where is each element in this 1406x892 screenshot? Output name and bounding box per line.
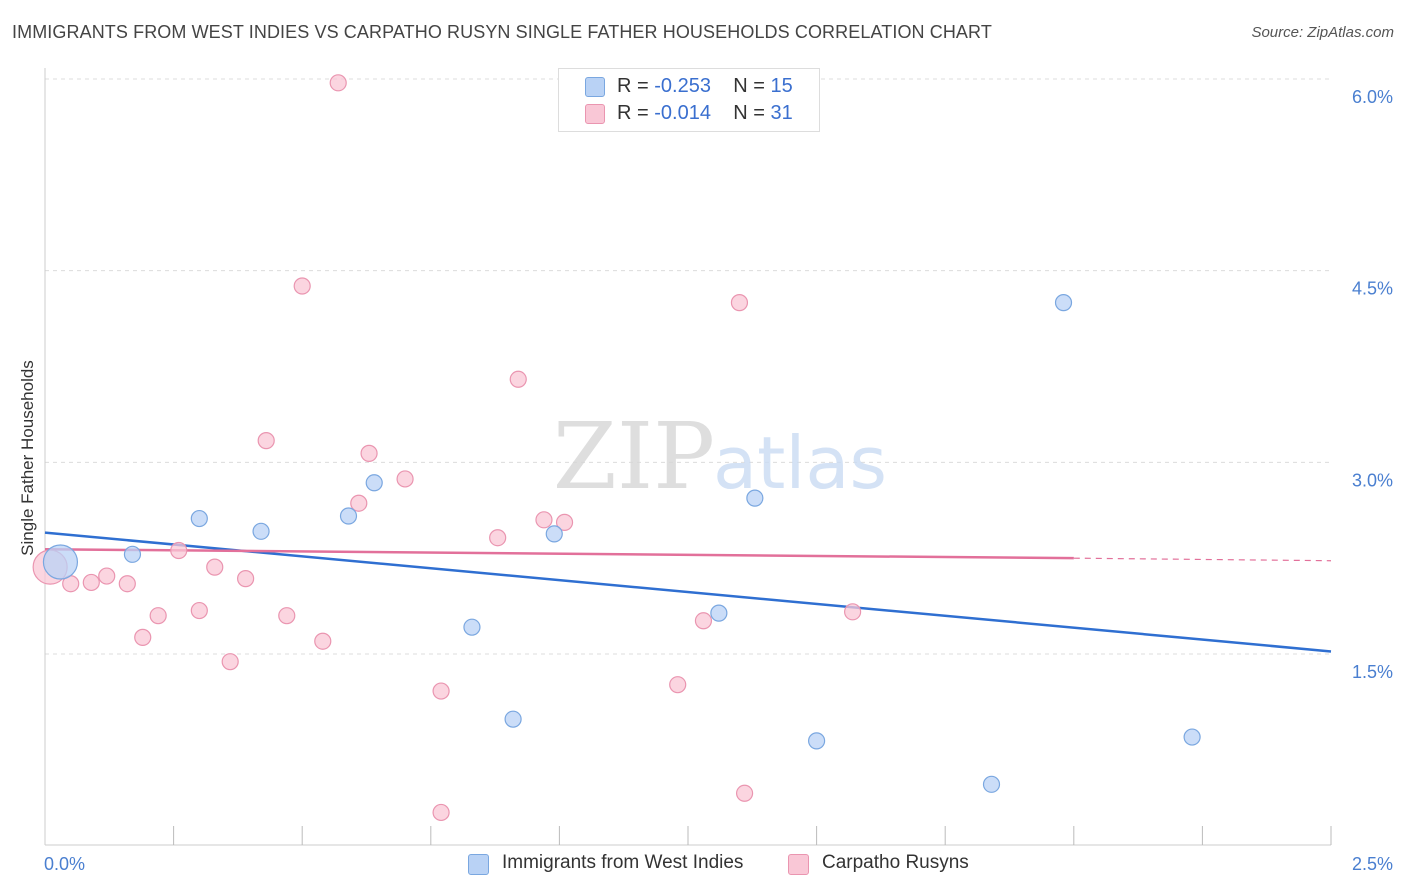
carpatho-rusyn-point — [360, 444, 378, 462]
legend-swatch-pink — [585, 104, 605, 124]
legend-swatch-blue — [585, 77, 605, 97]
y-tick-label: 1.5% — [1352, 662, 1393, 682]
carpatho-rusyn-point — [149, 607, 167, 625]
carpatho-rusyn-point — [432, 803, 450, 822]
carpatho-rusyn-point — [278, 607, 296, 625]
west-indies-point — [123, 545, 142, 563]
west-indies-point — [746, 489, 764, 507]
carpatho-rusyn-point — [844, 603, 862, 621]
x-tick-label: 2.5% — [1352, 854, 1393, 874]
carpatho-rusyn-point — [170, 541, 188, 560]
carpatho-rusyn-point — [293, 277, 311, 295]
carpatho-rusyn-point — [730, 294, 749, 312]
carpatho-rusyn-point — [432, 682, 450, 700]
carpatho-rusyn-point — [314, 632, 332, 650]
carpatho-rusyn-point — [509, 370, 527, 388]
west-indies-point — [365, 474, 383, 492]
carpatho-rusyn-point — [190, 601, 208, 620]
carpatho-rusyn-point — [82, 573, 100, 592]
carpatho-rusyn-point — [237, 570, 255, 588]
carpatho-rusyn-point — [118, 575, 136, 593]
carpatho-rusyn-point — [134, 628, 152, 646]
legend-r-value: -0.253 — [654, 75, 711, 97]
carpatho-rusyn-point — [669, 676, 687, 694]
carpatho-rusyn-point — [535, 511, 553, 529]
legend-r-label: R = — [617, 75, 649, 97]
series-swatch-blue — [468, 854, 489, 875]
west-indies-point — [339, 507, 358, 525]
gridlines — [45, 78, 1331, 655]
west-indies-point — [252, 522, 270, 540]
west-indies-point — [710, 604, 728, 622]
carpatho-rusyn-trend-extension — [1073, 557, 1332, 562]
carpatho-rusyn-point — [206, 558, 224, 576]
legend-n-value: 15 — [770, 75, 793, 97]
series-label: Carpatho Rusyns — [822, 852, 969, 873]
carpatho-rusyn-point — [694, 612, 713, 630]
trend-lines — [44, 531, 1332, 653]
west-indies-point — [190, 509, 208, 528]
legend-r-label: R = — [617, 102, 649, 124]
carpatho-rusyn-point — [329, 74, 347, 92]
legend-n-value: 31 — [770, 102, 793, 124]
carpatho-rusyn-point — [221, 653, 239, 671]
tick-labels: 1.5% 3.0% 4.5% 6.0% 0.0% 2.5% — [44, 87, 1393, 874]
data-points — [32, 74, 1201, 822]
west-indies-point — [1054, 294, 1073, 312]
west-indies-point — [807, 732, 826, 750]
west-indies-point — [463, 618, 481, 636]
west-indies-point — [42, 544, 79, 580]
y-axis-label: Single Father Households — [18, 360, 37, 556]
carpatho-rusyn-point — [735, 784, 754, 802]
west-indies-point — [545, 525, 563, 543]
carpatho-rusyn-point — [555, 513, 574, 531]
source-label: Source: ZipAtlas.com — [1251, 24, 1394, 41]
west-indies-point — [1183, 728, 1201, 746]
carpatho-rusyn-point — [489, 529, 507, 547]
legend-n-label: N = — [733, 75, 765, 97]
carpatho-rusyn-trend-line — [44, 547, 1074, 560]
watermark-zip: ZIP — [553, 403, 715, 510]
y-tick-label: 4.5% — [1352, 279, 1393, 299]
series-label: Immigrants from West Indies — [502, 852, 744, 873]
west-indies-trend-line — [44, 531, 1332, 653]
chart-title: IMMIGRANTS FROM WEST INDIES VS CARPATHO … — [12, 22, 992, 42]
carpatho-rusyn-point — [98, 567, 116, 585]
series-swatch-pink — [788, 854, 809, 875]
legend-n-label: N = — [733, 102, 765, 124]
legend-r-value: -0.014 — [654, 102, 711, 124]
west-indies-point — [504, 710, 522, 728]
axes — [44, 68, 1332, 846]
watermark: ZIP atlas — [553, 403, 887, 510]
y-tick-label: 3.0% — [1352, 470, 1393, 490]
correlation-legend: R = -0.253 N = 15 R = -0.014 N = 31 — [558, 68, 820, 132]
carpatho-rusyn-point — [257, 432, 275, 450]
carpatho-rusyn-point — [396, 470, 414, 488]
carpatho-rusyn-point — [350, 494, 368, 512]
x-tick-label: 0.0% — [44, 854, 85, 874]
y-tick-label: 6.0% — [1352, 87, 1393, 107]
watermark-atlas: atlas — [713, 421, 887, 505]
west-indies-point — [982, 775, 1001, 793]
